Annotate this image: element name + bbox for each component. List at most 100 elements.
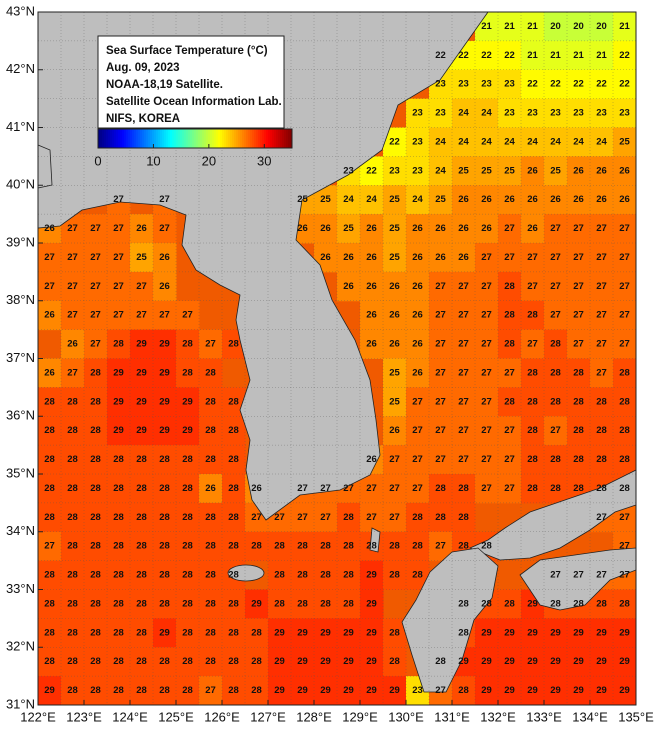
sst-value: 27 [435, 396, 446, 407]
sst-cell [337, 560, 361, 590]
sst-cell [245, 531, 269, 562]
sst-cell [590, 329, 614, 359]
sst-value: 28 [90, 598, 101, 609]
sst-value: 29 [297, 656, 308, 667]
sst-cell [130, 618, 154, 648]
sst-value: 28 [90, 512, 101, 523]
sst-cell [84, 243, 108, 273]
sst-value: 24 [550, 136, 561, 147]
sst-value: 26 [412, 252, 423, 263]
sst-cell [498, 589, 522, 619]
sst-cell [61, 502, 85, 533]
sst-cell [84, 560, 108, 590]
land-kyushu [401, 547, 499, 693]
sst-value: 26 [251, 483, 262, 494]
colorbar-swatch [248, 129, 251, 148]
sst-cell [222, 589, 246, 619]
sst-value: 26 [504, 194, 515, 205]
y-tick-label: 32°N [6, 639, 35, 654]
sst-value: 29 [366, 627, 377, 638]
sst-cell [544, 271, 568, 302]
sst-cell [567, 271, 591, 302]
sst-value: 25 [389, 396, 400, 407]
colorbar-swatch [254, 129, 257, 148]
sst-cell [498, 416, 522, 446]
colorbar-swatch [238, 129, 241, 148]
sst-cell [429, 445, 453, 475]
sst-cell [521, 156, 545, 186]
colorbar-swatch [244, 129, 247, 148]
sst-cell [199, 560, 223, 590]
colorbar-swatch [200, 129, 203, 148]
sst-value: 22 [527, 79, 538, 90]
sst-value: 25 [136, 252, 147, 263]
sst-value: 28 [251, 541, 262, 552]
sst-value: 27 [504, 454, 515, 465]
sst-cell [383, 416, 407, 446]
sst-cell [475, 474, 499, 504]
sst-cell [337, 502, 361, 533]
sst-value: 29 [389, 685, 400, 696]
colorbar-swatch [246, 129, 249, 148]
sst-value: 27 [596, 367, 607, 378]
sst-value: 27 [113, 252, 124, 263]
sst-cell [61, 416, 85, 446]
colorbar-swatch [112, 129, 115, 148]
sst-value: 28 [113, 454, 124, 465]
sst-value: 26 [159, 281, 170, 292]
sst-value: 28 [412, 570, 423, 581]
sst-cell [38, 589, 62, 619]
sst-cell [590, 618, 614, 648]
colorbar-swatch [168, 129, 171, 148]
sst-value: 29 [113, 425, 124, 436]
sst-value: 29 [504, 685, 515, 696]
x-tick-label: 122°E [20, 709, 56, 724]
sst-value: 28 [44, 483, 55, 494]
sst-value: 28 [90, 656, 101, 667]
sst-value: 26 [481, 223, 492, 234]
sst-value: 28 [504, 396, 515, 407]
sst-cell [613, 358, 637, 388]
sst-cell [107, 618, 131, 648]
sst-value: 29 [550, 627, 561, 638]
sst-value: 28 [90, 541, 101, 552]
sst-cell [429, 185, 453, 215]
sst-value: 28 [113, 570, 124, 581]
sst-value: 28 [481, 598, 492, 609]
sst-value: 28 [182, 656, 193, 667]
sst-cell [521, 647, 545, 677]
sst-cell [360, 329, 384, 359]
sst-value: 27 [596, 223, 607, 234]
sst-cell [544, 358, 568, 388]
sst-value: 27 [159, 310, 170, 321]
colorbar-swatch [230, 129, 233, 148]
sst-cell [268, 560, 292, 590]
sst-value: 25 [343, 223, 354, 234]
sst-cell [475, 98, 499, 128]
sst-value: 27 [412, 483, 423, 494]
sst-cell [452, 300, 476, 331]
sst-cell [107, 445, 131, 475]
sst-value: 29 [366, 685, 377, 696]
sst-cell [475, 69, 499, 100]
sst-cell [153, 618, 177, 648]
sst-cell [498, 69, 522, 100]
cell-labels: 21 21 21 20 20 20 21 22 22 22 22 21 21 21 21 22 23 23 23 23… [44, 21, 630, 696]
sst-cell [521, 676, 545, 706]
sst-value: 20 [573, 21, 584, 32]
sst-cell [613, 69, 637, 100]
sst-value: 23 [550, 108, 561, 119]
sst-cell [360, 474, 384, 504]
colorbar-swatch [110, 129, 113, 148]
sst-cell [429, 387, 453, 417]
sst-value: 28 [113, 483, 124, 494]
colorbar-swatch [196, 129, 199, 148]
sst-cell [268, 676, 292, 706]
colorbar-swatch [148, 129, 151, 148]
sst-value: 27 [573, 281, 584, 292]
sst-value: 27 [343, 483, 354, 494]
sst-value: 26 [389, 310, 400, 321]
sst-value: 21 [619, 21, 630, 32]
colorbar-swatch [214, 129, 217, 148]
